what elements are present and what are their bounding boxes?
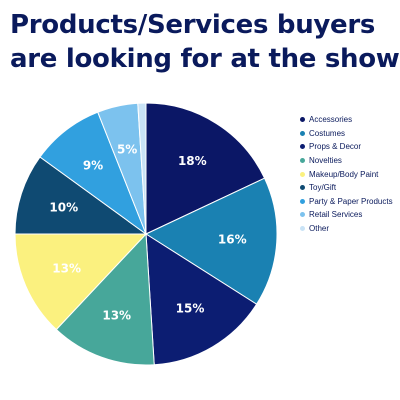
legend-label: Accessories bbox=[309, 115, 353, 125]
legend-swatch-icon bbox=[300, 144, 305, 150]
chart-title-line-2: are looking for at the show bbox=[10, 44, 400, 74]
legend-item: Costumes bbox=[300, 127, 400, 141]
legend-item: Accessories bbox=[300, 113, 400, 127]
legend-label: Other bbox=[309, 224, 330, 234]
legend-label: Party & Paper Products bbox=[309, 196, 393, 206]
legend-swatch-icon bbox=[300, 226, 305, 232]
legend-item: Retail Services bbox=[300, 208, 400, 222]
legend-item: Novelties bbox=[300, 154, 400, 168]
slice-data-label: 9% bbox=[83, 159, 103, 173]
legend-item: Party & Paper Products bbox=[300, 195, 400, 209]
legend-swatch-icon bbox=[300, 117, 305, 123]
legend-item: Props & Decor bbox=[300, 140, 400, 154]
legend-label: Props & Decor bbox=[309, 142, 362, 152]
slice-data-label: 10% bbox=[49, 200, 78, 214]
slice-data-label: 13% bbox=[102, 308, 131, 322]
pie-slice-accessories bbox=[145, 102, 266, 235]
pie-slice-makeup-body-paint bbox=[14, 233, 148, 331]
legend-label: Toy/Gift bbox=[309, 183, 337, 193]
legend-swatch-icon bbox=[300, 158, 305, 164]
pie-slice-other bbox=[137, 102, 147, 235]
legend-item: Other bbox=[300, 222, 400, 236]
pie-slice-costumes bbox=[144, 177, 278, 305]
legend-label: Costumes bbox=[309, 128, 346, 138]
slice-data-label: 15% bbox=[176, 301, 205, 315]
slice-data-label: 18% bbox=[178, 154, 207, 168]
pie-slice-toy-gift bbox=[14, 156, 148, 235]
legend-swatch-icon bbox=[300, 171, 305, 177]
legend-item: Toy/Gift bbox=[300, 181, 400, 195]
legend-swatch-icon bbox=[300, 198, 305, 204]
pie-slice-props-decor bbox=[145, 233, 258, 366]
chart-legend: Accessories Costumes Props & Decor Noveltie… bbox=[300, 113, 400, 235]
slice-data-label: 5% bbox=[117, 143, 137, 157]
legend-swatch-icon bbox=[300, 212, 305, 218]
chart-title-line-1: Products/Services buyers bbox=[10, 10, 376, 40]
legend-item: Makeup/Body Paint bbox=[300, 167, 400, 181]
legend-label: Novelties bbox=[309, 156, 342, 166]
legend-label: Retail Services bbox=[309, 210, 363, 220]
legend-label: Makeup/Body Paint bbox=[309, 169, 379, 179]
slice-data-label: 16% bbox=[218, 232, 247, 246]
chart-title: Products/Services buyers are looking for… bbox=[10, 8, 400, 76]
legend-swatch-icon bbox=[300, 130, 305, 136]
pie-slice-novelties bbox=[55, 232, 155, 366]
legend-swatch-icon bbox=[300, 185, 305, 191]
slice-data-label: 13% bbox=[52, 261, 81, 275]
